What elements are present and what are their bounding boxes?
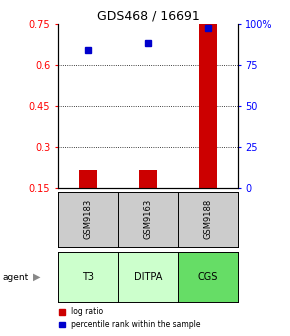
Text: agent: agent xyxy=(3,273,29,282)
Text: T3: T3 xyxy=(82,272,94,282)
Text: DITPA: DITPA xyxy=(134,272,162,282)
Title: GDS468 / 16691: GDS468 / 16691 xyxy=(97,9,199,23)
Text: CGS: CGS xyxy=(198,272,218,282)
Legend: log ratio, percentile rank within the sample: log ratio, percentile rank within the sa… xyxy=(56,304,204,332)
Text: GSM9163: GSM9163 xyxy=(143,199,153,239)
Text: ▶: ▶ xyxy=(33,272,41,282)
Text: GSM9188: GSM9188 xyxy=(203,199,212,239)
Bar xyxy=(79,170,97,188)
Bar xyxy=(199,24,217,188)
Bar xyxy=(139,170,157,188)
Text: GSM9183: GSM9183 xyxy=(84,199,93,239)
